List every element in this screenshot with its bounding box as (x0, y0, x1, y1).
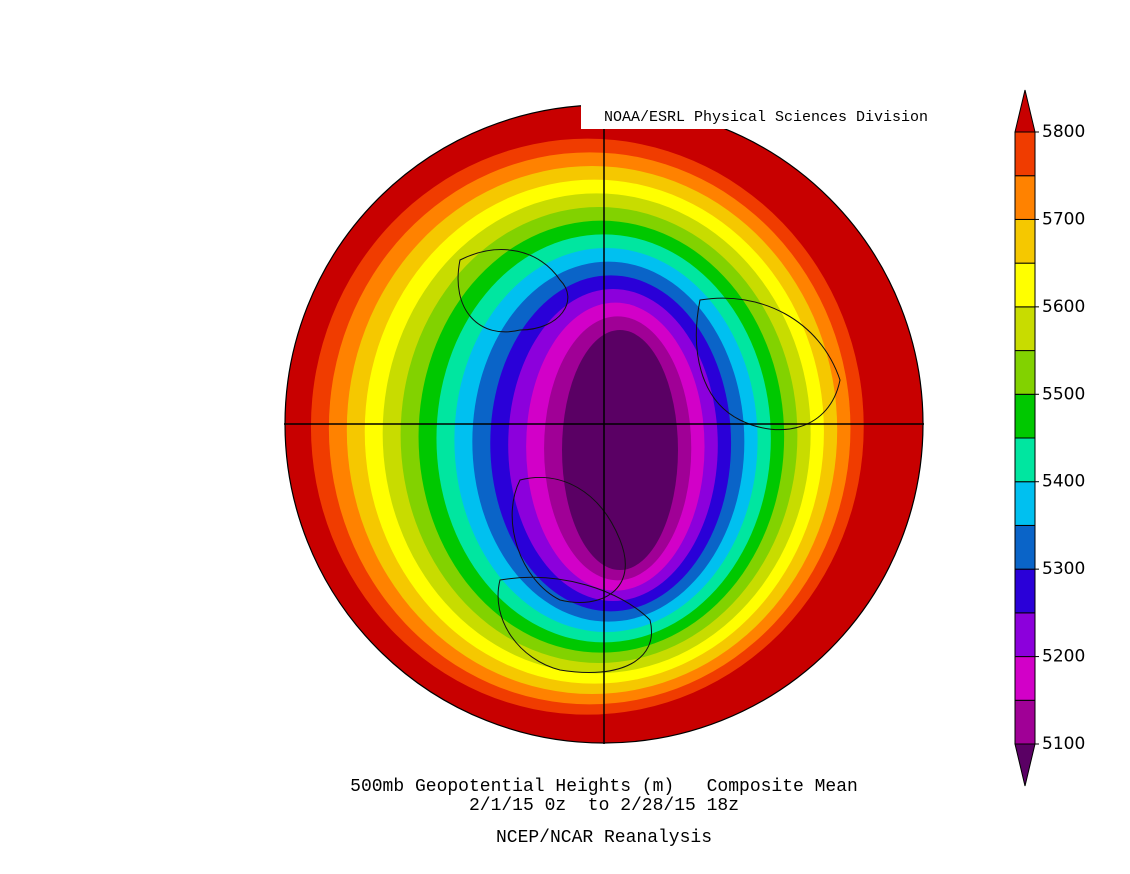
colorbar-tick-label: 5700 (1042, 209, 1085, 229)
colorbar-box (1014, 262, 1036, 308)
colorbar-box (1014, 481, 1036, 526)
source-label: NOAA/ESRL Physical Sciences Division (604, 109, 928, 126)
caption-line: 2/1/15 0z to 2/28/15 18z (469, 796, 739, 816)
source-box (581, 104, 919, 129)
colorbar-tick-label: 5100 (1042, 734, 1085, 754)
colorbar-triangle (1014, 743, 1036, 787)
colorbar: 5100 5200 5300 5400 5500 5600 5700 5800 (1014, 89, 1085, 787)
caption-line: 500mb Geopotential Heights (m) Composite… (350, 777, 858, 797)
colorbar-tick-label: 5800 (1042, 122, 1085, 142)
contour-band (562, 330, 678, 570)
colorbar-box (1014, 306, 1036, 352)
colorbar-box (1014, 524, 1036, 570)
colorbar-box (1014, 218, 1036, 264)
colorbar-box (1014, 656, 1036, 701)
colorbar-box (1014, 131, 1036, 177)
colorbar-tick-label: 5500 (1042, 384, 1085, 404)
coastline (457, 249, 841, 674)
colorbar-box (1014, 350, 1036, 395)
colorbar-tick-label: 5300 (1042, 559, 1085, 579)
colorbar-tick-label: 5200 (1042, 647, 1085, 667)
colorbar-box (1014, 437, 1036, 483)
colorbar-box (1014, 699, 1036, 745)
caption-line: NCEP/NCAR Reanalysis (496, 828, 712, 848)
colorbar-box (1014, 393, 1036, 439)
colorbar-box (1014, 568, 1036, 614)
colorbar-tick-label: 5400 (1042, 472, 1085, 492)
colorbar-box (1014, 175, 1036, 220)
colorbar-box (1014, 612, 1036, 658)
colorbar-tick-label: 5600 (1042, 297, 1085, 317)
colorbar-triangle (1014, 89, 1036, 133)
